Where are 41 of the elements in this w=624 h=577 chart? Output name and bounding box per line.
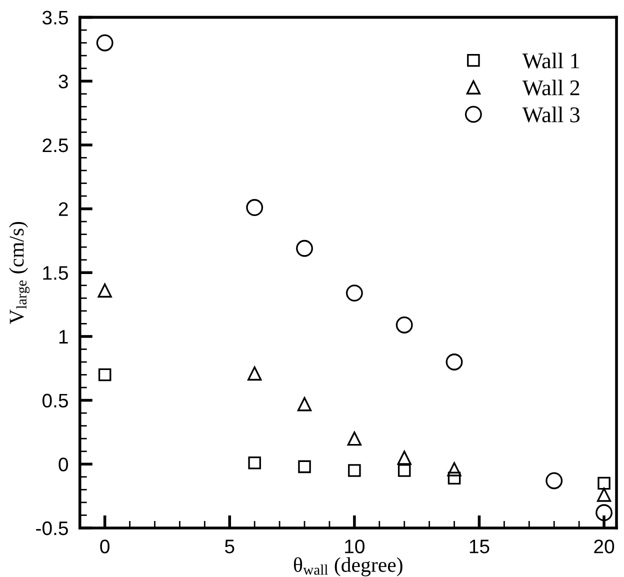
x-tick-label: 10 bbox=[345, 540, 364, 554]
y-tick-label: 3.5 bbox=[42, 10, 68, 25]
legend-label: Wall 2 bbox=[522, 80, 580, 96]
y-tick-label: 3 bbox=[58, 74, 68, 88]
point bbox=[598, 476, 610, 490]
point bbox=[248, 366, 262, 381]
point bbox=[348, 464, 361, 477]
legend-label: Wall 1 bbox=[522, 52, 580, 69]
point bbox=[346, 284, 363, 302]
point bbox=[98, 368, 112, 382]
y-tick-label: 1 bbox=[59, 330, 68, 344]
point bbox=[246, 199, 264, 216]
point bbox=[397, 450, 412, 465]
y-axis-title: V$_{large}$ (cm/s) bbox=[9, 222, 30, 324]
point bbox=[96, 34, 114, 52]
point bbox=[546, 472, 563, 490]
point bbox=[448, 472, 461, 485]
legend-label: Wall 3 bbox=[522, 106, 580, 122]
y-tick-label: 1.5 bbox=[43, 266, 68, 280]
point bbox=[296, 240, 313, 257]
point bbox=[447, 462, 462, 476]
x-tick-label: 20 bbox=[594, 540, 614, 554]
x-tick-label: 5 bbox=[225, 540, 234, 554]
point bbox=[347, 432, 362, 446]
x-tick-label: 15 bbox=[470, 540, 490, 554]
x-tick-label: 0 bbox=[100, 540, 110, 554]
y-tick-label: 2.5 bbox=[42, 138, 68, 152]
point bbox=[297, 397, 312, 412]
x-axis-title: θ$_{wall}$ (degree) bbox=[294, 557, 402, 576]
y-tick-label: 2 bbox=[58, 202, 68, 216]
point bbox=[396, 316, 413, 334]
y-tick-label: -0.5 bbox=[36, 521, 68, 536]
point bbox=[248, 456, 261, 470]
y-tick-label: 0.5 bbox=[42, 394, 68, 408]
point bbox=[298, 460, 311, 474]
point bbox=[596, 488, 612, 502]
point bbox=[98, 283, 112, 298]
point bbox=[446, 354, 463, 370]
y-tick-label: 0 bbox=[58, 458, 68, 472]
point bbox=[398, 464, 411, 477]
point bbox=[596, 504, 613, 522]
